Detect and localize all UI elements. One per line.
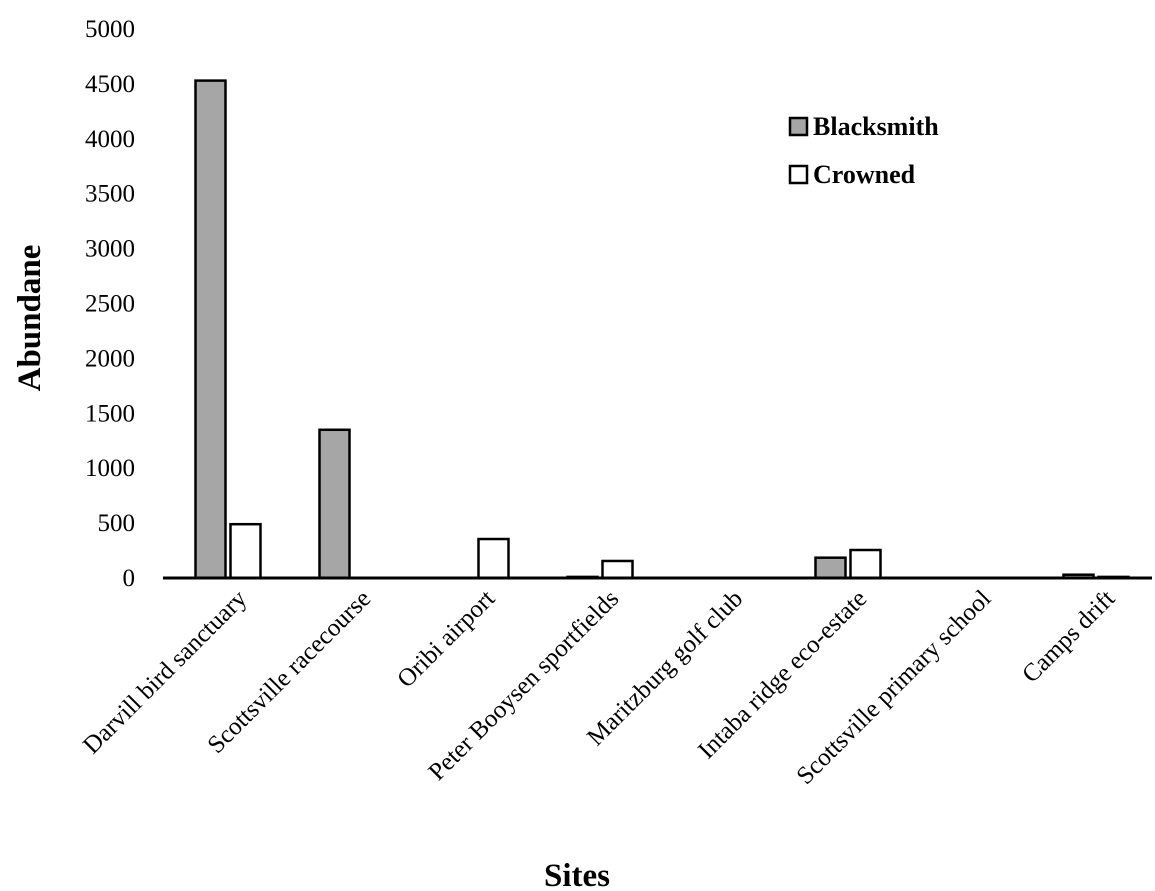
x-tick-label-oribi-airport: Oribi airport (392, 585, 500, 693)
y-tick-label-4000: 4000 (85, 126, 135, 153)
y-axis-title: Abundane (12, 245, 48, 392)
legend: Blacksmith Crowned (788, 112, 939, 189)
legend-swatch-crowned (788, 164, 809, 185)
legend-swatch-blacksmith (788, 116, 809, 137)
y-tick-label-2000: 2000 (85, 345, 135, 372)
y-tick-label-1500: 1500 (85, 400, 135, 427)
y-tick-label-500: 500 (98, 510, 136, 537)
bar-crowned-oribi-airport (477, 537, 510, 580)
y-tick-label-3500: 3500 (85, 181, 135, 208)
x-tick-label-camps-drift: Camps drift (1017, 585, 1120, 688)
bar-blacksmith-scottsville-racecourse (318, 428, 351, 580)
x-axis-title: Sites (544, 858, 610, 891)
bar-crowned-peter-booysen-sportfields (601, 559, 634, 580)
y-tick-label-1000: 1000 (85, 455, 135, 482)
y-tick-label-0: 0 (123, 565, 136, 592)
bars (194, 79, 1130, 580)
bar-crowned-darvill-bird-sanctuary (229, 522, 262, 580)
legend-label-crowned: Crowned (813, 160, 916, 189)
legend-label-blacksmith: Blacksmith (813, 112, 939, 141)
y-tick-label-3000: 3000 (85, 236, 135, 263)
y-axis-ticks: 0 500 1000 1500 2000 2500 3000 3500 4000 4500 5000 (85, 16, 135, 592)
y-tick-label-4500: 4500 (85, 71, 135, 98)
bar-blacksmith-darvill-bird-sanctuary (194, 79, 227, 580)
y-tick-label-5000: 5000 (85, 16, 135, 43)
bar-crowned-intaba-ridge-eco-estate (849, 548, 882, 580)
bar-blacksmith-intaba-ridge-eco-estate (814, 556, 847, 580)
y-tick-label-2500: 2500 (85, 291, 135, 318)
